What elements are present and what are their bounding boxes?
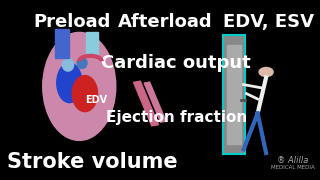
Bar [222, 35, 245, 154]
Text: Preload: Preload [34, 13, 111, 31]
Ellipse shape [57, 63, 82, 103]
Text: MEDICAL MEDIA: MEDICAL MEDIA [271, 165, 315, 170]
Text: Afterload: Afterload [118, 13, 212, 31]
Ellipse shape [62, 58, 74, 71]
Bar [55, 29, 69, 58]
Bar [227, 45, 241, 144]
FancyBboxPatch shape [133, 81, 158, 126]
Circle shape [259, 68, 273, 76]
Text: Ejection fraction: Ejection fraction [106, 109, 247, 125]
Text: EDV: EDV [85, 95, 107, 105]
Bar [224, 36, 244, 153]
Ellipse shape [77, 58, 87, 68]
Text: Cardiac output: Cardiac output [101, 54, 251, 72]
Bar [86, 32, 98, 54]
Text: Stroke volume: Stroke volume [7, 152, 177, 172]
Text: EDV, ESV: EDV, ESV [223, 13, 314, 31]
Ellipse shape [43, 32, 116, 140]
Ellipse shape [72, 76, 98, 112]
Text: ® Alilla: ® Alilla [277, 156, 308, 165]
FancyBboxPatch shape [144, 82, 166, 122]
